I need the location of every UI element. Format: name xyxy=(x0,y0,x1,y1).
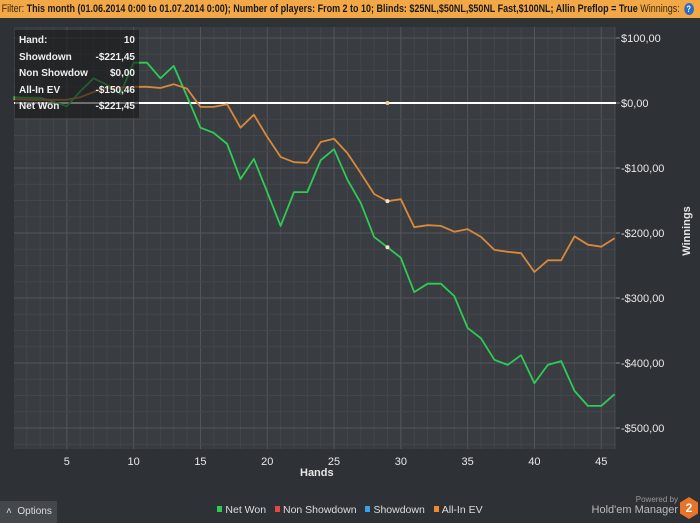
x-tick-label: 5 xyxy=(64,456,70,468)
options-button[interactable]: ˄ Options xyxy=(0,501,57,523)
tooltip-row-allin-ev: All-In EV -$150,46 xyxy=(19,83,135,100)
tooltip-value: -$221,45 xyxy=(95,101,135,112)
tooltip-value: $0,00 xyxy=(109,68,135,79)
legend-item-showdown[interactable]: Showdown xyxy=(365,504,425,516)
y-tick-label: -$200,00 xyxy=(621,228,664,240)
question-circle-icon[interactable]: ? xyxy=(683,3,694,16)
tooltip-row-net-won: Net Won -$221,45 xyxy=(19,99,135,116)
tooltip-row-showdown: Showdown -$221,45 xyxy=(19,50,135,67)
y-tick-label: -$300,00 xyxy=(621,293,664,305)
legend: Net Won Non Showdown Showdown All-In EV xyxy=(0,504,700,516)
hover-tooltip: Hand: 10 Showdown -$221,45 Non Showdow $0,0… xyxy=(15,30,139,118)
legend-swatch xyxy=(365,506,371,512)
tooltip-label: Non Showdow xyxy=(19,68,88,79)
y-axis: $100,00 $0,00 -$100,00 -$200,00 -$300,00 -$40… xyxy=(616,33,664,435)
filter-content: Filter: This month (01.06.2014 0:00 to 0… xyxy=(0,0,694,18)
tooltip-value: -$221,45 xyxy=(95,51,135,63)
tooltip-value: 10 xyxy=(123,35,135,46)
legend-label: All-In EV xyxy=(441,504,483,516)
y-tick-label: $100,00 xyxy=(621,33,661,45)
x-tick-label: 45 xyxy=(595,456,607,468)
x-axis: 5 10 15 20 25 30 35 40 45 xyxy=(64,456,608,468)
x-tick-label: 30 xyxy=(395,456,407,468)
tooltip-label: Showdown xyxy=(19,51,72,63)
powered-by-text: Powered by xyxy=(635,495,678,504)
y-tick-label: -$500,00 xyxy=(621,423,664,435)
filter-label: Filter: xyxy=(1,3,25,15)
hem2-logo: 2 xyxy=(680,497,698,519)
tooltip-label: Hand: xyxy=(19,35,48,46)
legend-swatch xyxy=(217,506,223,512)
hover-point xyxy=(385,245,390,250)
hover-point-zero xyxy=(385,101,390,105)
legend-label: Showdown xyxy=(373,504,425,516)
y-tick-label: $0,00 xyxy=(621,98,649,110)
x-axis-label: Hands xyxy=(300,467,334,479)
chevron-up-icon: ˄ xyxy=(6,506,12,517)
x-tick-label: 40 xyxy=(528,456,540,468)
tooltip-label: All-In EV xyxy=(19,84,61,96)
legend-item-allin-ev[interactable]: All-In EV xyxy=(433,504,483,516)
legend-swatch xyxy=(433,506,439,512)
tooltip-value: -$150,46 xyxy=(95,84,135,96)
options-label: Options xyxy=(17,506,52,517)
tooltip-label: Net Won xyxy=(19,101,60,112)
x-tick-label: 10 xyxy=(128,456,140,468)
brand-name: Hold'em Manager xyxy=(591,504,678,516)
tooltip-row-non-showdown: Non Showdow $0,00 xyxy=(19,66,135,83)
legend-swatch xyxy=(274,506,280,512)
x-tick-label: 20 xyxy=(261,456,273,468)
x-tick-label: 25 xyxy=(328,456,340,468)
legend-item-net-won[interactable]: Net Won xyxy=(217,504,266,516)
legend-label: Net Won xyxy=(225,504,267,516)
x-tick-label: 15 xyxy=(194,456,206,468)
legend-item-non-showdown[interactable]: Non Showdown xyxy=(274,504,357,516)
legend-label: Non Showdown xyxy=(282,504,357,516)
hover-point xyxy=(385,199,390,204)
brand: Powered by Hold'em Manager xyxy=(592,495,678,516)
hover-markers xyxy=(385,101,390,250)
x-tick-label: 35 xyxy=(462,456,474,468)
y-tick-label: -$100,00 xyxy=(621,163,664,175)
filter-suffix: Winnings: xyxy=(640,3,680,15)
filter-text: This month (01.06.2014 0:00 to 01.07.201… xyxy=(26,3,638,15)
filter-bar[interactable]: Filter: This month (01.06.2014 0:00 to 0… xyxy=(0,0,700,18)
y-tick-label: -$400,00 xyxy=(621,358,664,370)
tooltip-row-hand: Hand: 10 xyxy=(19,33,135,50)
y-axis-label: Winnings xyxy=(681,206,693,256)
